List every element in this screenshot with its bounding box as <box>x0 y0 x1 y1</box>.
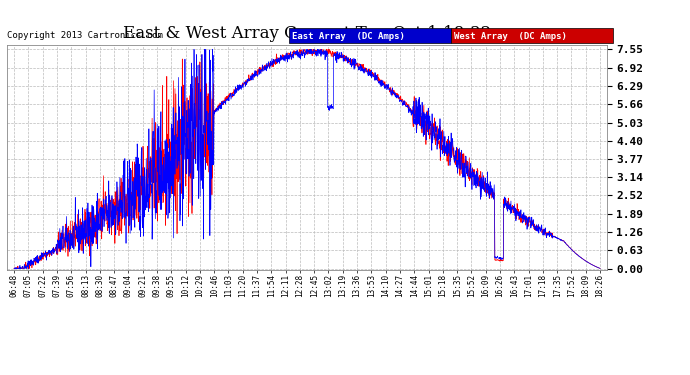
Text: East Array  (DC Amps): East Array (DC Amps) <box>292 32 405 41</box>
Title: East & West Array Current Tue Oct 1 18:32: East & West Array Current Tue Oct 1 18:3… <box>123 25 491 42</box>
FancyBboxPatch shape <box>289 28 451 43</box>
Text: West Array  (DC Amps): West Array (DC Amps) <box>454 32 567 41</box>
FancyBboxPatch shape <box>451 28 613 43</box>
Text: Copyright 2013 Cartronics.com: Copyright 2013 Cartronics.com <box>7 32 163 40</box>
